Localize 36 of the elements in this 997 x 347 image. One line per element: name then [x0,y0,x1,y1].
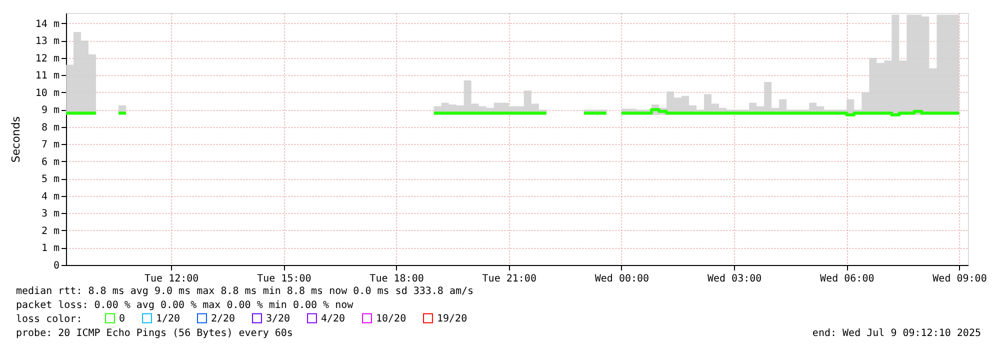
y-tick-label: 12 m [35,53,60,64]
legend-label: 3/20 [266,313,290,324]
y-tick-label: 3 m [41,208,60,220]
legend-label: 10/20 [376,313,406,324]
y-tick-label: 1 m [41,243,60,254]
text: probe: 20 ICMP Echo Pings (56 Bytes) every 60s [16,328,293,339]
y-tick-label: 13 m [35,36,60,48]
y-tick-label: 7 m [41,140,60,151]
legend-label: 19/20 [437,313,468,324]
legend-label: 1/20 [156,313,180,324]
x-tick-label: Tue 21:00 [482,274,536,284]
legend-label: 0 [119,313,126,324]
x-tick-label: Wed 06:00 [820,274,874,284]
y-tick-label: 6 m [41,156,60,168]
y-tick-label: 8 m [41,122,60,134]
text: median rtt: 8.8 ms avg 9.0 ms max 8.8 ms min 8.8 ms now 0.0 ms sd 333.8 am/s [16,286,474,297]
y-tick-label: 10 m [35,88,60,99]
legend-title: loss color: [16,314,82,325]
x-tick-label: Tue 15:00 [257,274,312,284]
x-tick-label: Tue 18:00 [370,274,424,284]
y-tick-label: 2 m [41,226,60,237]
x-tick-label: Wed 03:00 [707,274,762,284]
text: end: Wed Jul 9 09:12:10 2025 [812,328,981,339]
text: packet loss: 0.00 % avg 0.00 % max 0.00 % min 0.00 % now [16,300,354,311]
x-tick-label: Tue 12:00 [144,274,199,284]
y-axis-title: Seconds [9,116,22,163]
y-tick-label: 0 [53,260,60,272]
x-tick-label: Wed 09:00 [932,274,987,284]
y-tick-label: 5 m [41,174,60,186]
y-tick-label: 9 m [41,105,60,116]
legend-label: 4/20 [321,313,346,324]
legend-label: 2/20 [211,313,236,324]
y-tick-label: 14 m [35,18,60,30]
x-tick-label: Wed 00:00 [594,274,650,284]
y-tick-label: 11 m [35,70,60,82]
y-tick-label: 4 m [41,191,60,202]
